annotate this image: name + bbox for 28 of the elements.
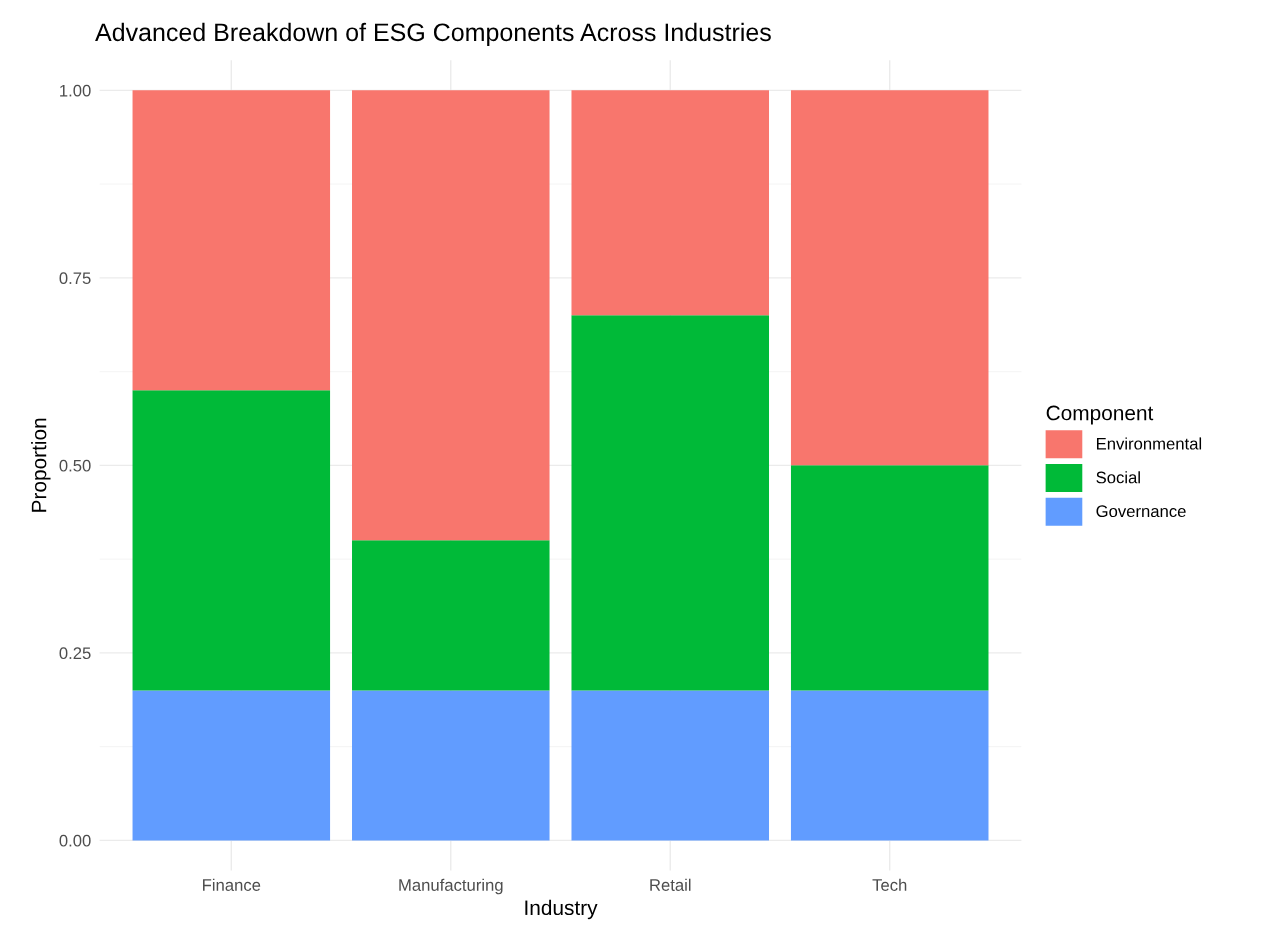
bar: [571, 690, 770, 841]
bar: [132, 390, 331, 691]
x-tick-label: Finance: [203, 878, 261, 891]
bar: [790, 465, 989, 691]
x-tick-label: Tech: [872, 878, 907, 891]
y-tick-label: 1.00: [60, 84, 91, 97]
bar: [352, 690, 550, 841]
x-tick-label: Retail: [650, 878, 691, 891]
y-tick-label: 0.75: [59, 272, 91, 285]
legend-label: Environmental: [1097, 437, 1202, 450]
legend-label: Social: [1096, 471, 1140, 484]
bar: [790, 690, 989, 841]
y-axis-title: Proportion: [31, 418, 51, 512]
bar: [132, 90, 331, 391]
legend-title: Component: [1046, 405, 1154, 425]
bar: [571, 315, 770, 691]
chart-title: Advanced Breakdown of ESG Components Across Industries: [95, 22, 771, 47]
y-tick-label: 0.25: [59, 647, 91, 660]
bar: [132, 690, 331, 841]
bar: [790, 90, 989, 466]
bar: [571, 90, 770, 316]
y-tick-label: 0.00: [59, 834, 91, 847]
x-tick-label: Manufacturing: [399, 878, 503, 895]
legend-label: Governance: [1096, 505, 1186, 518]
bar: [352, 90, 550, 541]
y-tick-label: 0.50: [59, 459, 91, 472]
x-axis-title: Industry: [525, 899, 598, 920]
bar: [352, 540, 550, 691]
